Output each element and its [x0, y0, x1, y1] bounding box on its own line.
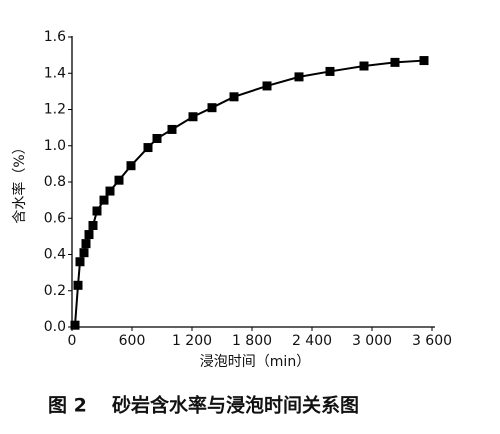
marker [73, 280, 83, 290]
y-tick-label: 0.8 [44, 174, 66, 190]
marker [207, 103, 217, 113]
x-tick-label: 1 800 [232, 333, 272, 349]
chart-title: 砂岩含水率与浸泡时间关系图 [112, 394, 359, 417]
marker [262, 81, 272, 91]
marker [229, 92, 239, 102]
marker [88, 221, 98, 230]
marker [294, 72, 304, 82]
x-tick-label: 600 [119, 333, 146, 349]
marker [359, 61, 369, 71]
x-tick-label: 1 200 [172, 333, 212, 349]
y-tick-label: 1.4 [44, 65, 66, 81]
marker [390, 57, 400, 67]
marker [114, 175, 124, 185]
figure-label: 图 2 [48, 395, 87, 417]
marker [75, 257, 85, 267]
y-tick-label: 0.6 [44, 210, 66, 226]
marker [70, 320, 80, 330]
marker [81, 239, 91, 249]
x-tick-label: 3 600 [412, 333, 452, 349]
x-tick-label: 2 400 [292, 333, 332, 349]
marker [92, 206, 102, 216]
y-tick-label: 1.6 [44, 29, 66, 45]
y-tick-label: 0.2 [44, 283, 66, 299]
marker [152, 134, 162, 143]
y-tick-label: 0.0 [44, 319, 66, 335]
y-tick-label: 0.4 [44, 247, 66, 263]
y-tick-label: 1.2 [44, 102, 66, 118]
marker [105, 186, 115, 196]
marker [188, 112, 198, 122]
marker [126, 161, 136, 171]
marker [325, 66, 335, 76]
marker [79, 248, 89, 258]
y-axis-label: 含水率（%） [11, 140, 28, 223]
x-tick-label: 0 [68, 333, 77, 349]
marker [167, 124, 177, 134]
x-axis-label: 浸泡时间（min） [200, 354, 310, 370]
x-tick-label: 3 000 [352, 333, 392, 349]
marker [143, 143, 153, 153]
y-tick-label: 1.0 [44, 138, 66, 154]
data-line [74, 59, 425, 326]
marker [419, 56, 429, 66]
marker [99, 195, 109, 205]
marker [84, 230, 94, 240]
